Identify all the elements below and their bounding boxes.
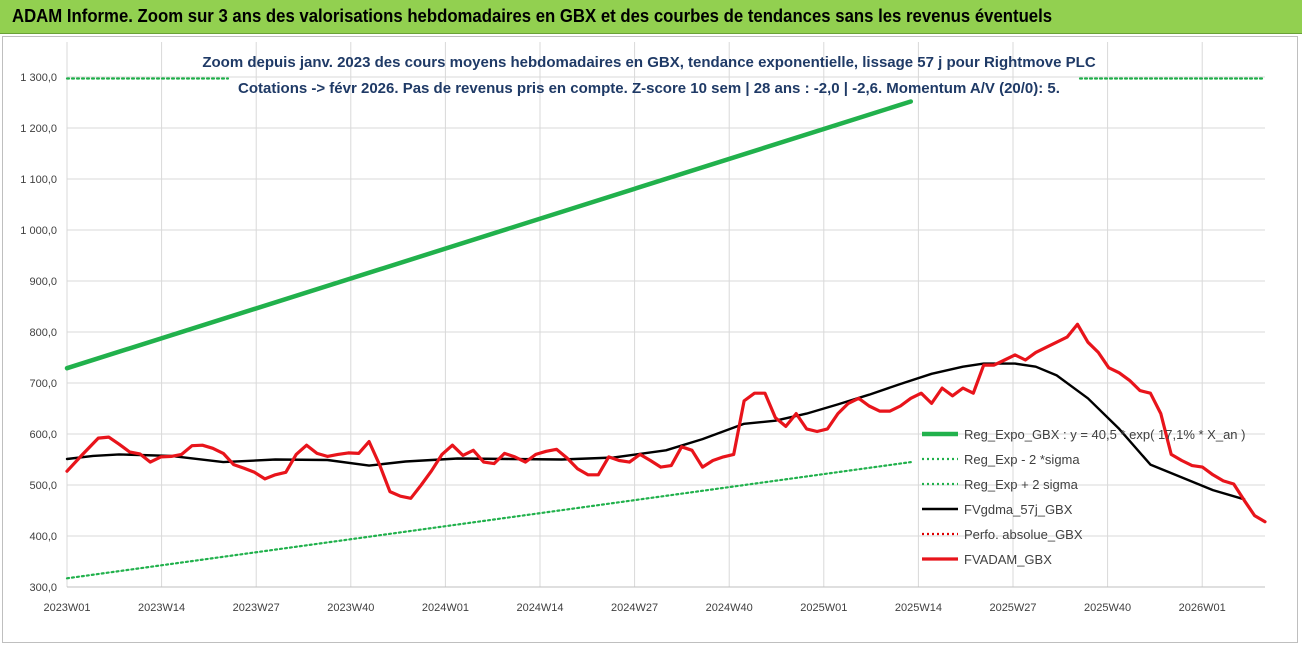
y-tick-label: 1 000,0	[20, 225, 57, 237]
x-tick-label: 2025W14	[895, 602, 942, 614]
chart-frame	[2, 36, 1298, 643]
y-tick-label: 600,0	[29, 429, 57, 441]
x-tick-label: 2024W14	[516, 602, 563, 614]
chart-title: Zoom depuis janv. 2023 des cours moyens …	[202, 54, 1095, 71]
y-tick-label: 800,0	[29, 327, 57, 339]
x-tick-label: 2023W40	[327, 602, 374, 614]
x-tick-label: 2025W40	[1084, 602, 1131, 614]
series-layer	[64, 77, 1267, 580]
y-tick-label: 900,0	[29, 276, 57, 288]
legend-label: Reg_Exp + 2 sigma	[964, 477, 1079, 492]
x-tick-label: 2025W01	[800, 602, 847, 614]
y-tick-label: 1 200,0	[20, 123, 57, 135]
y-axis-ticks: 1 300,0 1 200,0 1 100,0 1 000,0 900,0 800,0 70…	[20, 72, 57, 594]
x-axis-ticks: 2023W01 2023W14 2023W27 2023W40 2024W01 2024W…	[43, 602, 1225, 614]
x-tick-label: 2025W27	[989, 602, 1036, 614]
y-tick-label: 1 100,0	[20, 174, 57, 186]
report-banner-title: ADAM Informe. Zoom sur 3 ans des valoris…	[12, 6, 1053, 26]
legend-label: FVgdma_57j_GBX	[964, 502, 1073, 517]
y-tick-label: 1 300,0	[20, 72, 57, 84]
legend-label: Reg_Exp - 2 *sigma	[964, 452, 1080, 467]
y-tick-label: 700,0	[29, 378, 57, 390]
series-line-5	[65, 322, 1267, 524]
chart-legend: Reg_Expo_GBX : y = 40,5 * exp( 17,1% * X…	[922, 427, 1245, 567]
y-tick-label: 400,0	[29, 531, 57, 543]
x-tick-label: 2024W40	[706, 602, 753, 614]
x-tick-label: 2023W27	[233, 602, 280, 614]
y-tick-label: 500,0	[29, 480, 57, 492]
grid-layer	[66, 42, 1265, 588]
series-line-2	[65, 461, 912, 580]
legend-label: FVADAM_GBX	[964, 552, 1052, 567]
legend-label: Perfo. absolue_GBX	[964, 527, 1083, 542]
legend-label: Reg_Expo_GBX : y = 40,5 * exp( 17,1% * X…	[964, 427, 1245, 442]
x-tick-label: 2024W27	[611, 602, 658, 614]
x-tick-label: 2023W01	[43, 602, 90, 614]
series-line-0	[64, 99, 914, 371]
chart-subtitle: Cotations -> févr 2026. Pas de revenus p…	[238, 80, 1060, 97]
x-tick-label: 2023W14	[138, 602, 185, 614]
x-tick-label: 2026W01	[1179, 602, 1226, 614]
report-banner: ADAM Informe. Zoom sur 3 ans des valoris…	[0, 0, 1302, 34]
y-tick-label: 300,0	[29, 582, 57, 594]
x-tick-label: 2024W01	[422, 602, 469, 614]
